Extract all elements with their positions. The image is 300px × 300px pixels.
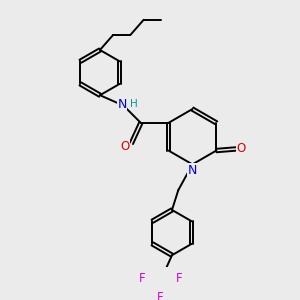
- Text: O: O: [237, 142, 246, 155]
- Text: F: F: [176, 272, 182, 285]
- Text: F: F: [139, 272, 145, 285]
- Text: H: H: [130, 99, 137, 109]
- Text: F: F: [158, 291, 164, 300]
- Text: N: N: [117, 98, 127, 111]
- Text: O: O: [121, 140, 130, 153]
- Text: N: N: [188, 164, 197, 176]
